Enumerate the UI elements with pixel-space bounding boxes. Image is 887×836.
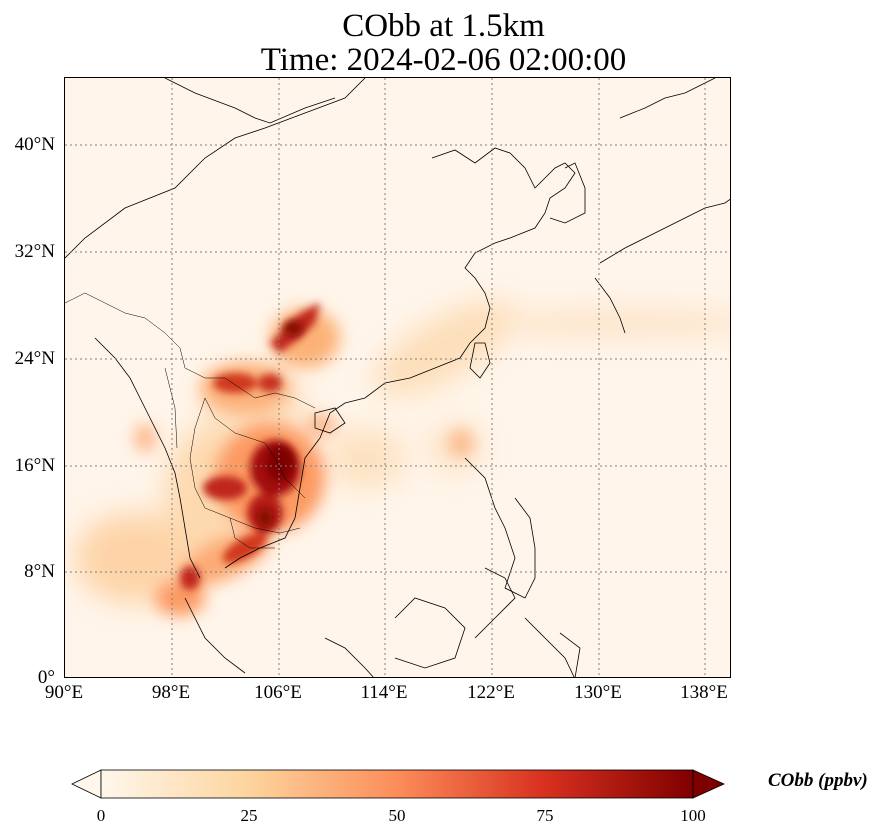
lat-tick-label: 24°N: [14, 348, 55, 369]
colorbar-tick-label: 50: [388, 806, 406, 825]
colorbar-max-extend-arrow: [692, 769, 725, 799]
lat-tick-label: 40°N: [14, 134, 55, 155]
lat-tick-label: 16°N: [14, 455, 55, 476]
colorbar-min-extend-arrow: [71, 769, 102, 799]
lon-tick-label: 130°E: [574, 682, 622, 703]
lon-tick-label: 114°E: [360, 682, 408, 703]
colorbar: [71, 769, 725, 799]
lon-tick-label: 98°E: [151, 682, 191, 703]
map-subtitle-time: Time: 2024-02-06 02:00:00: [260, 42, 627, 78]
colorbar-tick-label: 100: [680, 806, 706, 825]
lat-tick-label: 32°N: [14, 241, 55, 262]
colorbar-label: CObb (ppbv): [768, 770, 868, 791]
coastlines: [65, 78, 730, 677]
lon-tick-label: 122°E: [467, 682, 515, 703]
lon-tick-label: 106°E: [254, 682, 302, 703]
gridlines: [65, 78, 730, 677]
lat-tick-label: 8°N: [24, 561, 55, 582]
colorbar-gradient: [100, 769, 694, 799]
colorbar-tick-label: 75: [536, 806, 554, 825]
lat-tick-label: 0°: [37, 667, 55, 688]
colorbar-tick-label: 25: [240, 806, 258, 825]
colorbar-tick-label: 0: [96, 806, 106, 825]
map-canvas: [65, 78, 730, 677]
lon-tick-label: 90°E: [44, 682, 84, 703]
map-title: CObb at 1.5km: [342, 8, 545, 44]
lon-tick-label: 138°E: [680, 682, 728, 703]
country-borders: [65, 292, 316, 549]
map-panel: [64, 77, 731, 678]
cobb-concentration-field: [75, 300, 730, 616]
